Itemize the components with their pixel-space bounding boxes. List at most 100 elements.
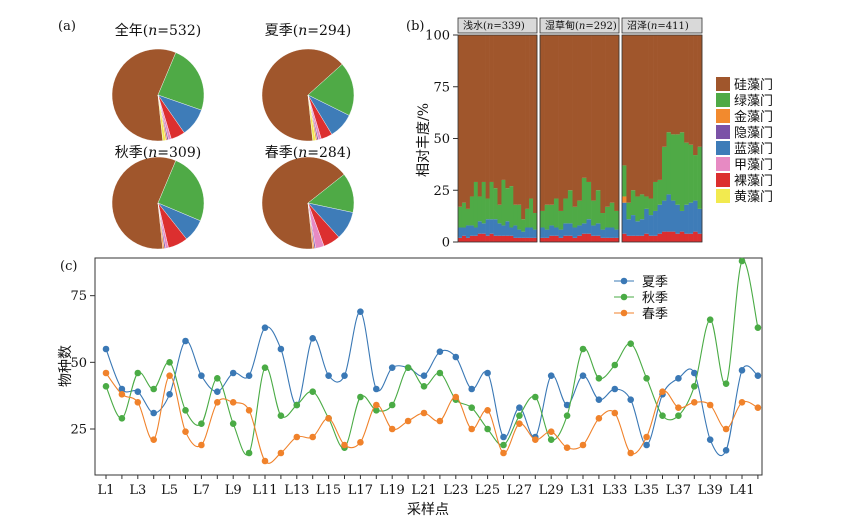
c-series-0-point-15 [341, 372, 348, 379]
b-facet-0-bar-14-seg-6 [513, 204, 518, 226]
c-series-2-point-11 [277, 449, 285, 457]
b-facet-0-bar-15-seg-7 [517, 35, 522, 205]
b-facet-0-bar-17-seg-3 [525, 227, 530, 238]
c-ytick-label-2: 75 [70, 289, 87, 304]
pie-0-slice-7 [157, 94, 166, 141]
b-facet-0-bar-6 [481, 35, 486, 242]
b-legend-label-5: 甲藻门 [734, 158, 773, 173]
b-facet-2-bar-6-seg-7 [648, 35, 654, 199]
c-series-1-point-30 [579, 345, 587, 353]
b-facet-2-bar-13-seg-3 [679, 210, 685, 232]
b-facet-0-bar-12-seg-6 [505, 188, 510, 222]
c-series-1-point-0 [102, 383, 110, 390]
b-facet-0-bar-13-seg-7 [509, 35, 514, 187]
b-facet-1-bar-5-seg-1 [563, 235, 569, 242]
b-facet-1-bar-5 [563, 35, 569, 242]
b-facet-0-bar-7-seg-3 [485, 219, 490, 236]
c-legend-marker-0 [620, 277, 628, 285]
b-facet-1-bar-14-seg-3 [605, 227, 611, 238]
b-facet-0-bar-19-seg-3 [533, 229, 538, 238]
b-facet-2-bar-9-seg-3 [662, 200, 667, 232]
b-facet-1-bar-2-seg-6 [549, 204, 555, 226]
b-facet-strip-1 [539, 17, 620, 34]
c-xtick-label-4: L9 [225, 483, 242, 498]
b-facet-frame-0 [457, 34, 538, 243]
c-series-1-point-35 [659, 412, 666, 419]
c-xtick-label-5: L11 [252, 483, 277, 498]
b-facet-2-bar-5-seg-7 [644, 35, 649, 197]
c-series-1-point-34 [643, 375, 650, 382]
pie-2-slice-1 [157, 160, 205, 222]
b-facet-1-bar-13 [600, 35, 606, 242]
c-series-1-point-7 [214, 375, 221, 382]
c-series-0-point-17 [373, 385, 380, 393]
b-facet-0-bar-1-seg-7 [461, 35, 467, 203]
b-facet-1-bar-15-seg-1 [609, 237, 615, 242]
c-series-2-point-30 [579, 441, 587, 449]
c-series-2-point-4 [166, 372, 173, 379]
b-facet-2-bar-5-seg-1 [644, 233, 649, 242]
c-series-1-point-13 [309, 388, 317, 395]
b-facet-2-bar-14-seg-1 [684, 233, 689, 242]
c-series-2-point-6 [198, 441, 205, 449]
b-facet-2-bar-15-seg-7 [688, 35, 694, 145]
b-facet-1-bar-8-seg-3 [577, 225, 583, 236]
c-series-2-point-29 [563, 444, 571, 451]
c-series-0-point-31 [595, 396, 603, 403]
b-facet-0-bar-19-seg-6 [533, 213, 538, 230]
b-facet-2-bar-0-seg-1 [622, 233, 627, 242]
c-series-2-point-19 [404, 417, 412, 425]
b-facet-2-bar-14-seg-3 [684, 204, 689, 234]
panel-c-y-axis: 25 50 75 [70, 289, 95, 438]
b-legend-label-7: 黄藻门 [734, 190, 773, 205]
c-series-1-point-21 [436, 369, 444, 377]
c-series-0-point-8 [229, 369, 237, 377]
c-xtick-label-14: L29 [539, 483, 564, 498]
b-facet-1-bar-9-seg-6 [581, 177, 587, 224]
b-facet-1-bar-12-seg-7 [595, 35, 601, 191]
b-facet-2-bar-1-seg-6 [626, 202, 632, 220]
c-series-2-point-17 [373, 401, 380, 409]
b-facet-0-bar-11-seg-7 [501, 35, 506, 180]
c-series-1-point-10 [261, 364, 269, 371]
panel-c-x-axis: L1 L3 L5 L7 L9 L11 L13 L15 L17 L19 L21 L23 L25 L27 L29… [98, 475, 759, 498]
b-facet-2-bar-4-seg-6 [639, 194, 645, 220]
b-legend-label-2: 金藻门 [734, 109, 773, 125]
c-series-1-point-11 [277, 412, 285, 419]
b-facet-0-bar-6-seg-7 [481, 35, 486, 182]
c-series-2-point-13 [309, 433, 317, 441]
b-facet-1-bar-15-seg-7 [609, 35, 615, 203]
c-series-2-point-9 [245, 407, 253, 414]
c-series-2-point-40 [738, 399, 746, 406]
b-facet-label-1: 湿草甸(n=292) [545, 19, 617, 32]
b-facet-1-bar-5-seg-3 [563, 223, 569, 236]
b-facet-0-bar-19-seg-1 [533, 237, 538, 242]
b-facet-2-bar-2-seg-3 [630, 215, 636, 236]
b-facet-2-bar-11-seg-3 [670, 200, 676, 232]
b-facet-1-bar-15-seg-6 [609, 202, 615, 228]
b-ytick-label-4: 100 [425, 29, 450, 44]
panel-c-ylabel: 物种数 [58, 345, 74, 387]
c-series-1-point-6 [198, 420, 205, 427]
c-xtick-label-3: L7 [193, 483, 210, 498]
b-legend-swatch-2 [716, 109, 730, 123]
b-facet-2-bar-15-seg-3 [688, 202, 694, 234]
b-facet-0-bar-12 [505, 35, 510, 242]
panel-c-series [102, 257, 762, 465]
b-facet-2-bar-5 [644, 35, 649, 242]
b-facet-1-bar-10-seg-3 [586, 219, 592, 234]
c-xtick-label-10: L21 [411, 483, 436, 498]
c-series-2-point-33 [627, 449, 634, 457]
b-facet-1-bar-9-seg-7 [581, 35, 587, 178]
b-facet-1-bar-2-seg-3 [549, 225, 555, 236]
b-facet-2-bar-16-seg-6 [693, 155, 698, 201]
c-series-0-point-24 [484, 369, 491, 377]
c-series-1-point-39 [722, 380, 730, 387]
c-series-1-point-32 [611, 361, 619, 369]
b-facet-0-bar-18-seg-7 [529, 35, 534, 199]
c-series-0-point-32 [611, 385, 619, 393]
b-facet-2-bar-16-seg-7 [693, 35, 698, 156]
c-series-2-point-35 [659, 388, 666, 395]
b-facet-2-bar-14-seg-7 [684, 35, 689, 143]
b-facet-2-bar-2-seg-7 [630, 35, 636, 191]
